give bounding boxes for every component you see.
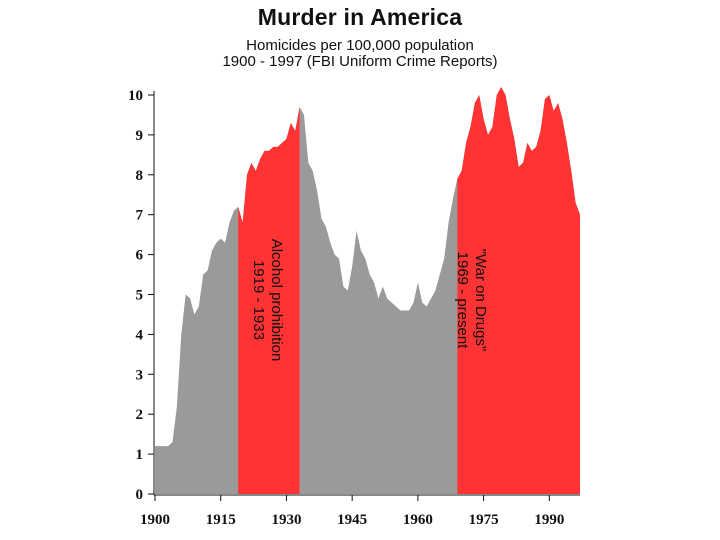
x-tick-label-1930: 1930 xyxy=(271,512,301,528)
y-tick-label-3: 3 xyxy=(136,367,144,383)
y-tick-label-4: 4 xyxy=(136,327,144,343)
y-tick-label-9: 9 xyxy=(136,128,144,144)
x-tick-label-1915: 1915 xyxy=(206,512,236,528)
x-tick-label-1990: 1990 xyxy=(534,512,564,528)
y-tick-label-2: 2 xyxy=(136,407,144,423)
highlight-label-1-line-1: Alcohol prohibition xyxy=(268,239,285,362)
y-tick-label-8: 8 xyxy=(136,168,144,184)
chart-subtitle-line-2: 1900 - 1997 (FBI Uniform Crime Reports) xyxy=(222,53,498,70)
y-tick-label-0: 0 xyxy=(136,487,144,503)
x-tick-label-1900: 1900 xyxy=(140,512,170,528)
y-tick-label-6: 6 xyxy=(136,248,144,264)
highlight-label-2: "War on Drugs"1969 - present xyxy=(454,249,489,352)
y-tick-label-7: 7 xyxy=(136,208,144,224)
x-tick-label-1975: 1975 xyxy=(469,512,499,528)
highlight-label-2-line-2: 1969 - present xyxy=(454,252,471,350)
x-tick-label-1960: 1960 xyxy=(403,512,433,528)
y-tick-label-5: 5 xyxy=(136,288,144,304)
highlight-area-1 xyxy=(238,106,300,494)
y-tick-label-10: 10 xyxy=(128,88,143,104)
chart-title: Murder in America xyxy=(257,4,463,30)
chart-subtitle-line-1: Homicides per 100,000 population xyxy=(246,37,474,54)
y-tick-label-1: 1 xyxy=(136,447,144,463)
highlight-label-1-line-2: 1919 - 1933 xyxy=(250,260,267,340)
x-tick-label-1945: 1945 xyxy=(337,512,367,528)
highlight-label-2-line-1: "War on Drugs" xyxy=(472,249,489,352)
highlight-area-2 xyxy=(457,87,580,495)
